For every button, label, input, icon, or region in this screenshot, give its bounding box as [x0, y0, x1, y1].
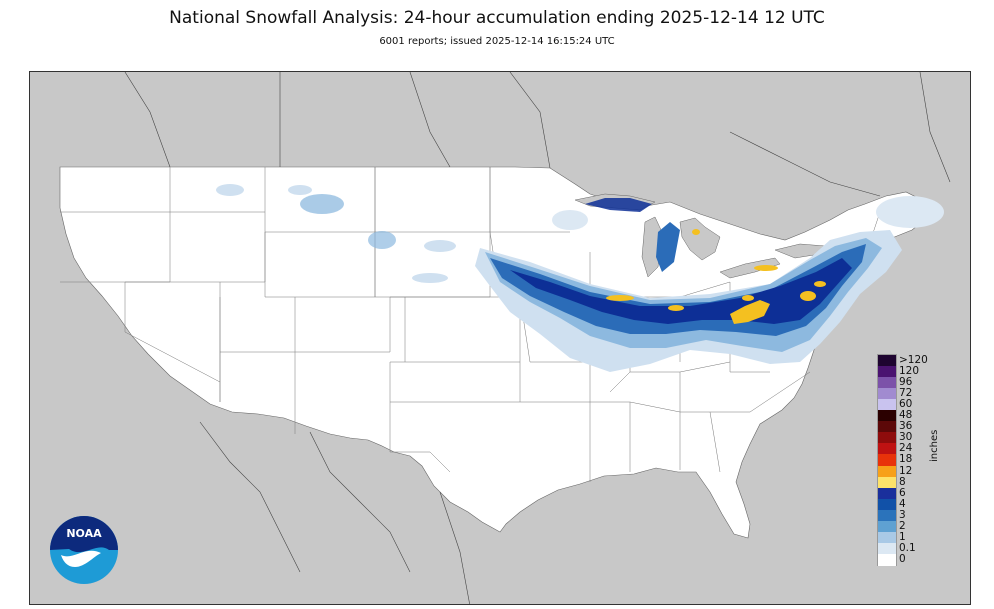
legend-swatch	[878, 487, 896, 500]
legend-tick-label: 3	[899, 508, 906, 521]
canada-mexico-borders	[124, 72, 951, 604]
legend-swatch	[878, 443, 896, 456]
moderate-snow-patch	[656, 222, 680, 272]
max-snow-area	[754, 265, 778, 271]
legend-tick-label: 36	[899, 420, 913, 433]
legend-tick-label: 48	[899, 409, 913, 422]
legend-tick-label: 1	[899, 530, 906, 543]
legend-tick-label: 30	[899, 431, 913, 444]
legend-swatch	[878, 465, 896, 478]
max-snow-area	[692, 229, 700, 235]
legend-swatch	[878, 553, 896, 566]
legend-tick-label: 0	[899, 552, 906, 565]
max-snow-area	[606, 295, 634, 301]
max-snow-area	[800, 291, 816, 301]
legend-tick-label: 24	[899, 442, 913, 455]
max-snow-area	[730, 300, 770, 324]
max-snow-area	[742, 295, 754, 301]
trace-snow-patch	[552, 210, 588, 230]
trace-snow-patch	[216, 184, 244, 196]
legend-tick-label: 60	[899, 398, 913, 411]
legend-swatch	[878, 355, 896, 367]
legend-tick-label: 120	[899, 365, 920, 378]
conus-landmass	[59, 166, 927, 539]
legend-tick-label: 12	[899, 464, 913, 477]
max-snow-area	[668, 305, 684, 311]
map-title: National Snowfall Analysis: 24-hour accu…	[169, 8, 825, 28]
legend-swatch	[878, 520, 896, 533]
legend-swatch	[878, 421, 896, 434]
legend-tick-label: 18	[899, 453, 913, 466]
legend-tick-label: 4	[899, 497, 906, 510]
legend-swatch	[878, 399, 896, 412]
legend-tick-label: >120	[899, 354, 928, 366]
legend-swatch	[878, 377, 896, 390]
legend-tick-label: 2	[899, 519, 906, 532]
legend-swatch	[878, 509, 896, 522]
legend-tick-label: 6	[899, 486, 906, 499]
trace-snow-patch	[424, 240, 456, 252]
light-snow-patch	[300, 194, 344, 214]
snowfall-map	[29, 71, 971, 605]
legend-tick-label: 72	[899, 387, 913, 400]
legend-tick-label: 96	[899, 376, 913, 389]
light-snow-patch	[368, 231, 396, 249]
trace-snow-patch	[412, 273, 448, 283]
legend-swatch	[878, 410, 896, 423]
legend-units-label: inches	[929, 429, 940, 462]
heavy-snow-patch	[585, 198, 652, 212]
legend-swatch	[878, 542, 896, 555]
noaa-logo-text: NOAA	[66, 527, 102, 540]
color-legend	[877, 354, 897, 566]
legend-swatch	[878, 432, 896, 445]
legend-tick-label: 0.1	[899, 541, 916, 554]
noaa-logo: NOAA	[50, 516, 118, 584]
trace-snow-patch	[288, 185, 312, 195]
map-subtitle: 6001 reports; issued 2025-12-14 16:15:24…	[379, 36, 615, 47]
max-snow-area	[814, 281, 826, 287]
legend-swatch	[878, 454, 896, 467]
trace-snow-patch	[876, 196, 944, 228]
snowfall-shading	[216, 184, 944, 372]
legend-swatch	[878, 366, 896, 379]
legend-swatch	[878, 388, 896, 401]
legend-swatch	[878, 498, 896, 511]
legend-swatch	[878, 531, 896, 544]
legend-tick-label: 8	[899, 475, 906, 488]
legend-swatch	[878, 476, 896, 489]
